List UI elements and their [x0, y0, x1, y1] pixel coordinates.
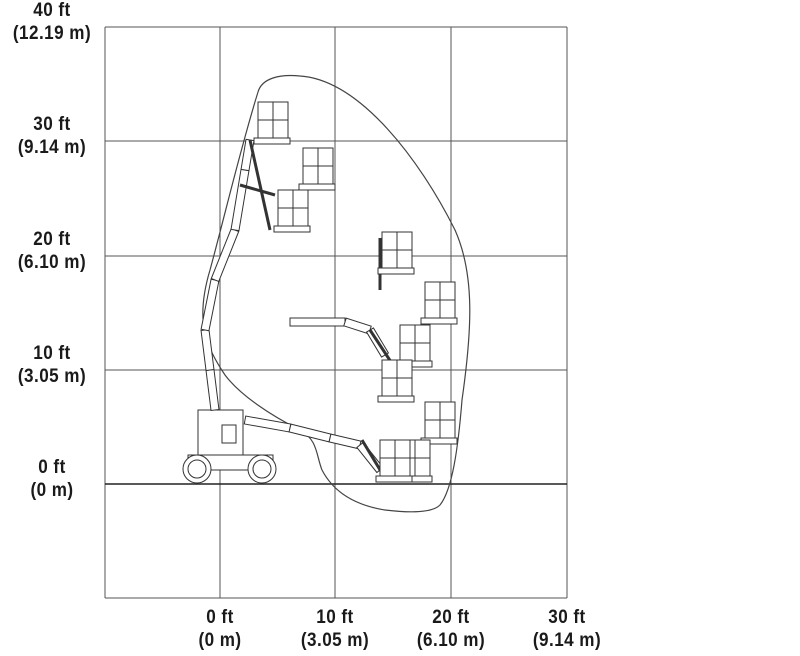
- basket-floor: [377, 267, 415, 275]
- grid: [104, 26, 568, 599]
- boom-segment: [243, 415, 292, 433]
- y-label-m: (9.14 m): [17, 137, 87, 158]
- y-label-ft: 20 ft: [33, 229, 71, 250]
- basket-floor: [375, 475, 413, 483]
- x-label-m: (3.05 m): [300, 630, 370, 651]
- x-axis-label: 0 ft (0 m): [171, 606, 270, 652]
- y-label-ft: 10 ft: [33, 343, 71, 364]
- jib-arm: [248, 139, 272, 231]
- wheel-hub: [252, 459, 272, 479]
- y-label-m: (3.05 m): [17, 366, 87, 387]
- x-label-m: (6.10 m): [416, 630, 486, 651]
- y-axis-label: 30 ft (9.14 m): [3, 113, 102, 159]
- y-axis-label: 40 ft (12.19 m): [3, 0, 102, 45]
- jib-arm: [239, 183, 276, 197]
- boom-segment: [200, 328, 215, 372]
- basket-floor: [298, 183, 336, 191]
- y-label-m: (0 m): [30, 480, 74, 501]
- y-label-ft: 0 ft: [38, 457, 66, 478]
- boom-lift-machine: [182, 101, 458, 484]
- x-label-m: (0 m): [198, 630, 242, 651]
- y-label-m: (12.19 m): [12, 23, 92, 44]
- machine-panel: [221, 424, 237, 444]
- boom-segment: [328, 433, 362, 450]
- basket-floor: [273, 225, 311, 233]
- x-axis-label: 30 ft (9.14 m): [518, 606, 617, 652]
- x-label-ft: 30 ft: [548, 607, 586, 628]
- boom-segment: [288, 423, 332, 443]
- boom-segment: [289, 317, 346, 327]
- basket-floor: [377, 395, 415, 403]
- x-axis-label: 20 ft (6.10 m): [402, 606, 501, 652]
- y-axis-label: 10 ft (3.05 m): [3, 342, 102, 388]
- basket-floor: [420, 317, 458, 325]
- boom-segment: [200, 278, 220, 332]
- x-label-m: (9.14 m): [532, 630, 602, 651]
- x-label-ft: 20 ft: [432, 607, 470, 628]
- x-label-ft: 0 ft: [206, 607, 234, 628]
- boom-segment: [343, 317, 372, 335]
- x-label-ft: 10 ft: [316, 607, 354, 628]
- y-axis-label: 20 ft (6.10 m): [3, 228, 102, 274]
- y-label-ft: 30 ft: [33, 114, 71, 135]
- y-label-ft: 40 ft: [33, 0, 71, 21]
- x-axis-label: 10 ft (3.05 m): [286, 606, 385, 652]
- boom-segment: [205, 368, 220, 412]
- wheel-hub: [187, 459, 207, 479]
- boom-segment: [210, 227, 240, 283]
- y-label-m: (6.10 m): [17, 252, 87, 273]
- y-axis-label: 0 ft (0 m): [3, 456, 102, 502]
- basket-floor: [253, 137, 291, 145]
